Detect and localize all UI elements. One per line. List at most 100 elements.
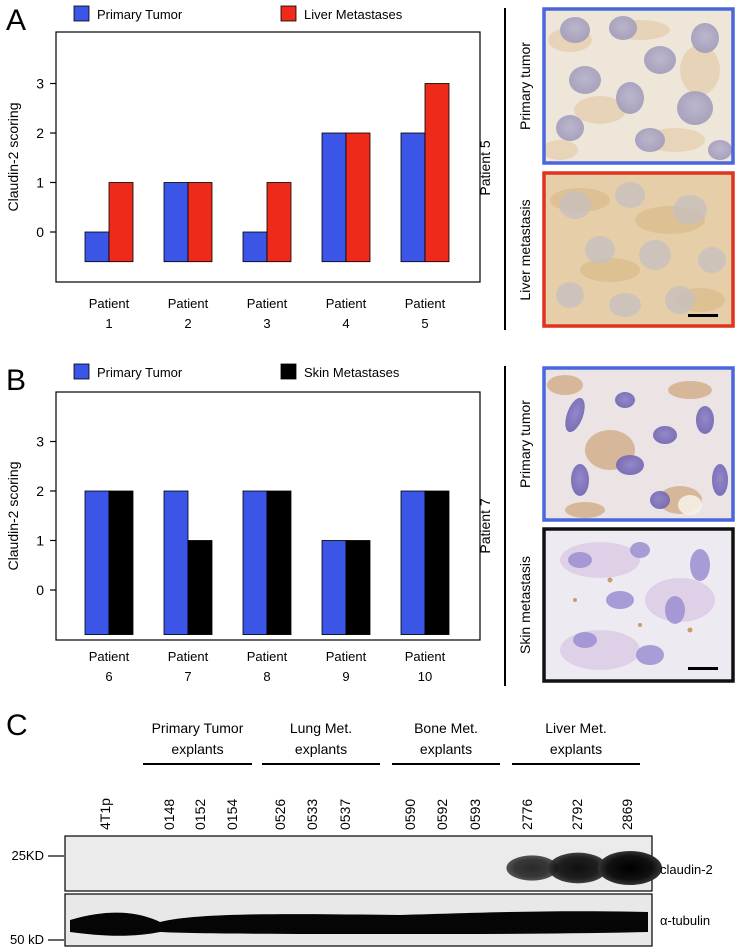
micrograph-skin-metastasis-patient7 bbox=[545, 530, 732, 680]
b-bar-1-0 bbox=[163, 490, 189, 635]
b-ytick-label-3: 3 bbox=[36, 434, 44, 450]
group-label-3-line2: explants bbox=[550, 741, 602, 757]
chart-b-frame bbox=[55, 391, 481, 641]
a-bar-3-0 bbox=[321, 132, 347, 263]
a-category-label-4-0: Patient bbox=[405, 296, 446, 311]
a-category-label-1-1: 2 bbox=[184, 316, 191, 331]
a-category-label-0-1: 1 bbox=[105, 316, 112, 331]
chart-b: Primary Tumor Skin Metastases Claudin-2 … bbox=[5, 363, 481, 684]
band-label-claudin2: claudin-2 bbox=[660, 862, 713, 877]
group-label-1-line1: Lung Met. bbox=[290, 720, 352, 736]
b-bar-3-0 bbox=[321, 540, 347, 635]
a-ytick-label-2: 2 bbox=[36, 125, 44, 141]
legend-a-swatch-primary bbox=[73, 5, 90, 22]
lane-label-2776: 2776 bbox=[519, 799, 535, 830]
b-ytick-label-1: 1 bbox=[36, 533, 44, 549]
legend-b-swatch-skin bbox=[280, 363, 297, 380]
a-ytick-label-3: 3 bbox=[36, 76, 44, 92]
panel-b-letter: B bbox=[6, 364, 26, 397]
frame-b2 bbox=[542, 527, 735, 683]
legend-b-swatch-primary bbox=[73, 363, 90, 380]
lane-label-0593: 0593 bbox=[467, 799, 483, 830]
micrograph-primary-tumor-patient7 bbox=[545, 369, 732, 519]
panel-b-side-label: Patient 7 bbox=[477, 498, 493, 553]
group-label-1-line2: explants bbox=[295, 741, 347, 757]
group-label-2-line2: explants bbox=[420, 741, 472, 757]
b-category-label-0-0: Patient bbox=[89, 649, 130, 664]
group-label-2-line1: Bone Met. bbox=[414, 720, 478, 736]
image-a2-label: Liver metastasis bbox=[517, 199, 533, 300]
b-bar-1-1 bbox=[187, 540, 213, 635]
lane-label-0148: 0148 bbox=[161, 799, 177, 830]
a-ytick-label-0: 0 bbox=[36, 224, 44, 240]
chart-a-ylabel: Claudin-2 scoring bbox=[5, 103, 21, 212]
claudin2-band-2869 bbox=[598, 851, 662, 885]
b-ytick-label-0: 0 bbox=[36, 582, 44, 598]
lane-label-0590: 0590 bbox=[402, 799, 418, 830]
b-category-label-1-0: Patient bbox=[168, 649, 209, 664]
lane-label-0533: 0533 bbox=[304, 799, 320, 830]
image-a1-label: Primary tumor bbox=[517, 42, 533, 130]
a-category-label-0-0: Patient bbox=[89, 296, 130, 311]
size-marker-25kd: 25KD bbox=[11, 848, 44, 863]
legend-b-label-skin: Skin Metastases bbox=[304, 365, 400, 380]
a-bar-4-1 bbox=[424, 83, 450, 263]
legend-a-label-primary: Primary Tumor bbox=[97, 7, 183, 22]
b-category-label-3-0: Patient bbox=[326, 649, 367, 664]
b-bar-3-1 bbox=[345, 540, 371, 635]
lane-label-0592: 0592 bbox=[434, 799, 450, 830]
b-bar-4-0 bbox=[400, 490, 426, 635]
b-ytick-label-2: 2 bbox=[36, 483, 44, 499]
frame-b1 bbox=[542, 366, 735, 522]
legend-a-swatch-liver bbox=[280, 5, 297, 22]
image-b2-label: Skin metastasis bbox=[517, 556, 533, 654]
b-category-label-3-1: 9 bbox=[342, 669, 349, 684]
b-category-label-4-1: 10 bbox=[418, 669, 432, 684]
a-ytick-label-1: 1 bbox=[36, 175, 44, 191]
b-bar-4-1 bbox=[424, 490, 450, 635]
panel-a-letter: A bbox=[6, 4, 26, 37]
western-blot-panel: Primary Tumor explants Lung Met. explants Bo… bbox=[10, 720, 713, 947]
panel-c-letter: C bbox=[6, 709, 28, 742]
legend-b-label-primary: Primary Tumor bbox=[97, 365, 183, 380]
tubulin-band bbox=[70, 911, 648, 936]
a-bar-1-1 bbox=[187, 182, 213, 263]
micrograph-primary-tumor-patient5 bbox=[545, 10, 732, 162]
a-category-label-1-0: Patient bbox=[168, 296, 209, 311]
band-label-tubulin: α-tubulin bbox=[660, 913, 710, 928]
claudin2-band-2776 bbox=[506, 855, 558, 881]
size-marker-50kd: 50 kD bbox=[10, 932, 44, 947]
frame-a1 bbox=[542, 7, 735, 165]
b-bar-0-1 bbox=[108, 490, 134, 635]
micrograph-liver-metastasis-patient5 bbox=[545, 174, 732, 325]
a-bar-3-1 bbox=[345, 132, 371, 263]
image-b1-label: Primary tumor bbox=[517, 400, 533, 488]
a-bar-0-0 bbox=[84, 231, 110, 263]
b-bar-0-0 bbox=[84, 490, 110, 635]
claudin2-band-2792 bbox=[548, 852, 608, 884]
b-category-label-2-0: Patient bbox=[247, 649, 288, 664]
a-bar-4-0 bbox=[400, 132, 426, 263]
group-label-3-line1: Liver Met. bbox=[545, 720, 606, 736]
b-category-label-4-0: Patient bbox=[405, 649, 446, 664]
lane-label-0154: 0154 bbox=[224, 799, 240, 830]
a-category-label-2-0: Patient bbox=[247, 296, 288, 311]
panel-a-side-label: Patient 5 bbox=[477, 140, 493, 195]
a-bar-2-1 bbox=[266, 182, 292, 263]
b-bar-2-1 bbox=[266, 490, 292, 635]
a-category-label-2-1: 3 bbox=[263, 316, 270, 331]
frame-a2 bbox=[542, 171, 735, 328]
b-category-label-1-1: 7 bbox=[184, 669, 191, 684]
lane-label-0537: 0537 bbox=[337, 799, 353, 830]
group-label-0-line1: Primary Tumor bbox=[152, 720, 244, 736]
b-category-label-0-1: 6 bbox=[105, 669, 112, 684]
a-category-label-3-0: Patient bbox=[326, 296, 367, 311]
lane-label-2869: 2869 bbox=[619, 799, 635, 830]
a-category-label-4-1: 5 bbox=[421, 316, 428, 331]
a-category-label-3-1: 4 bbox=[342, 316, 349, 331]
lane-label-4T1p: 4T1p bbox=[97, 798, 113, 830]
chart-a-frame bbox=[55, 31, 481, 283]
lane-label-0152: 0152 bbox=[192, 799, 208, 830]
b-bar-2-0 bbox=[242, 490, 268, 635]
